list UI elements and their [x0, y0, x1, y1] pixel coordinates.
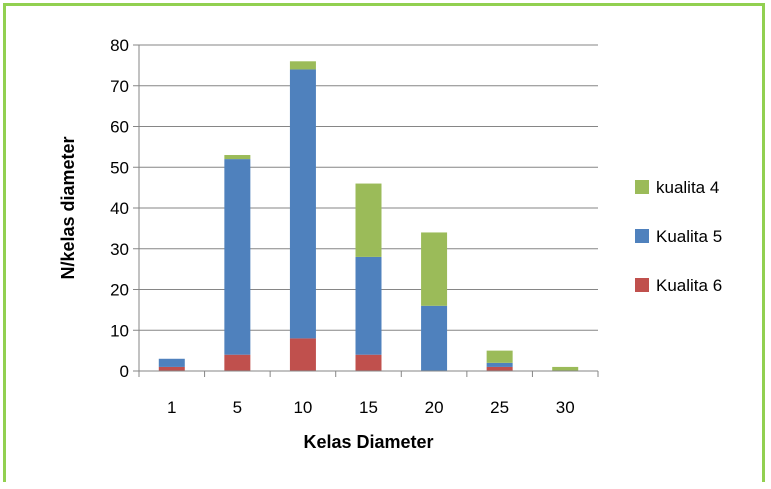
y-tick-label: 50 [110, 158, 129, 177]
y-tick-label: 10 [110, 321, 129, 340]
legend-swatch [635, 278, 649, 292]
bar-segment [224, 354, 251, 371]
bar-segment [289, 61, 316, 70]
legend-swatch [635, 229, 649, 243]
x-tick-label: 15 [359, 398, 378, 417]
bar-segment [552, 366, 579, 371]
x-tick-label: 1 [167, 398, 176, 417]
legend-label: Kualita 6 [656, 276, 722, 295]
x-axis-title: Kelas Diameter [303, 432, 433, 452]
bar-segment [289, 338, 316, 371]
bar-segment [355, 183, 382, 257]
y-tick-label: 40 [110, 199, 129, 218]
y-tick-label: 80 [110, 36, 129, 55]
x-tick-label: 20 [425, 398, 444, 417]
bar-segment [158, 358, 185, 367]
x-tick-label: 25 [490, 398, 509, 417]
y-tick-label: 70 [110, 77, 129, 96]
legend: kualita 4 Kualita 5 Kualita 6 [635, 178, 722, 295]
bar-segment [486, 362, 513, 367]
bars [158, 61, 579, 371]
bar-segment [355, 256, 382, 355]
y-tick-label: 20 [110, 281, 129, 300]
bar-segment [224, 159, 251, 355]
x-tick-label: 5 [233, 398, 242, 417]
bar-segment [224, 155, 251, 160]
legend-label: Kualita 5 [656, 227, 722, 246]
bar-segment [289, 69, 316, 339]
x-tick-label: 10 [293, 398, 312, 417]
y-tick-label: 60 [110, 118, 129, 137]
y-tick-label: 0 [120, 362, 129, 381]
legend-swatch [635, 180, 649, 194]
bar-segment [421, 305, 448, 371]
bar-segment [486, 366, 513, 371]
x-tick-label: 30 [556, 398, 575, 417]
bar-segment [355, 354, 382, 371]
bar-segment [421, 232, 448, 306]
bar-segment [486, 350, 513, 363]
y-tick-label: 30 [110, 240, 129, 259]
legend-label: kualita 4 [656, 178, 719, 197]
bar-segment [158, 366, 185, 371]
y-axis-title: N/kelas diameter [58, 136, 78, 279]
